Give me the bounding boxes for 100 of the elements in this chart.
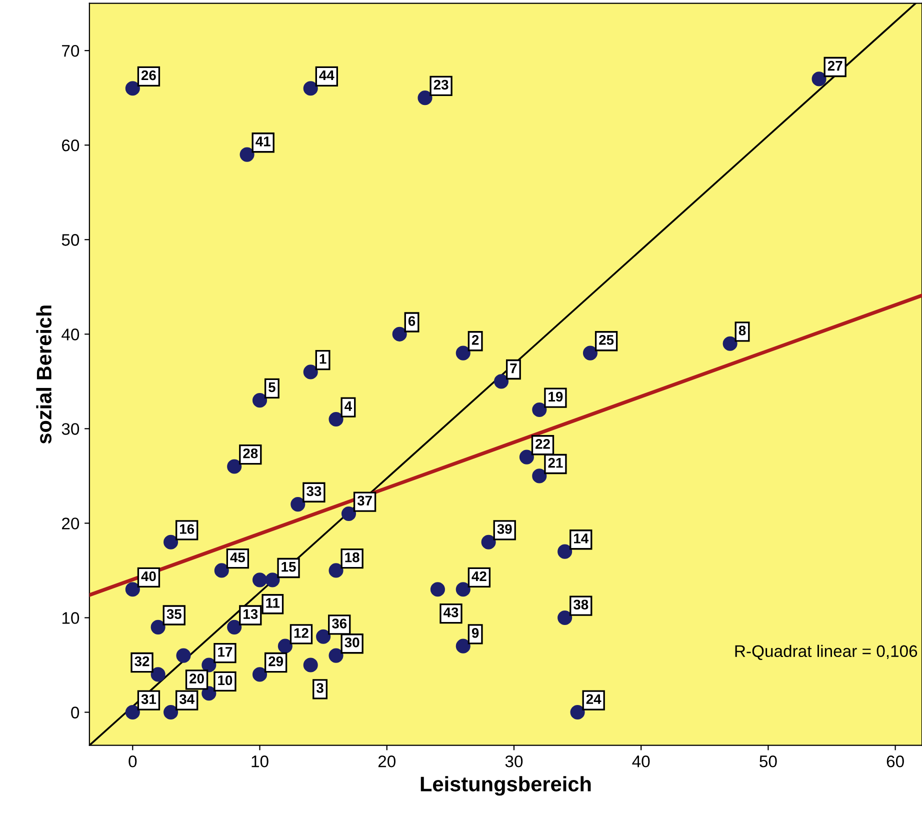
point <box>214 563 229 578</box>
y-tick-label: 30 <box>62 423 80 435</box>
point <box>265 572 280 588</box>
annotation: 45 <box>230 552 246 562</box>
point <box>125 582 140 597</box>
point <box>125 81 140 96</box>
point <box>456 582 470 597</box>
x-tick-label: 50 <box>760 756 777 768</box>
point <box>176 648 191 663</box>
point <box>303 364 318 380</box>
y-tick-label: 60 <box>62 140 80 152</box>
annotation: 35 <box>166 609 182 620</box>
annotation: 37 <box>357 496 372 506</box>
annotation: 12 <box>294 628 308 638</box>
annotation: 19 <box>548 392 563 402</box>
point <box>240 147 254 162</box>
point <box>150 620 166 634</box>
annotation: 7 <box>510 364 517 374</box>
y-tick-label: 50 <box>62 234 80 246</box>
annotation: 28 <box>243 448 258 458</box>
y-axis-title: sozial Bereich <box>36 306 52 444</box>
point <box>494 374 509 389</box>
point <box>227 459 242 474</box>
x-tick-label: 0 <box>128 756 137 768</box>
annotation: 8 <box>738 326 746 336</box>
x-tick-label: 20 <box>378 756 396 768</box>
point <box>227 620 242 634</box>
annotation: 20 <box>190 674 204 684</box>
point <box>582 346 598 360</box>
y-tick-label: 10 <box>62 612 80 624</box>
annotation: 40 <box>141 571 156 582</box>
point <box>570 704 585 720</box>
annotation: 44 <box>319 70 334 80</box>
annotation: 30 <box>344 638 360 648</box>
annotation: 15 <box>282 562 296 572</box>
point <box>722 336 738 351</box>
point <box>341 506 356 522</box>
point <box>164 534 178 550</box>
annotation: 4 <box>344 401 352 411</box>
point <box>125 704 140 720</box>
annotation: 32 <box>134 656 150 666</box>
x-tick-label: 30 <box>505 756 523 768</box>
annotation: 31 <box>141 694 156 704</box>
annotation: 41 <box>256 136 270 146</box>
annotation: 36 <box>332 618 347 628</box>
y-tick-label: 0 <box>71 706 80 718</box>
point <box>456 638 470 654</box>
point <box>303 81 318 96</box>
annotation: 18 <box>345 552 360 562</box>
annotation: 39 <box>497 524 512 534</box>
point <box>532 402 547 418</box>
point <box>456 346 470 360</box>
x-tick-label: 10 <box>252 756 268 768</box>
point <box>328 648 344 663</box>
point <box>290 497 306 512</box>
x-tick-label: 60 <box>886 756 904 768</box>
point <box>150 667 166 682</box>
point <box>252 393 268 408</box>
point <box>532 468 547 484</box>
annotation: 42 <box>472 571 486 582</box>
x-axis-title: Leistungsbereich <box>420 776 591 796</box>
point <box>316 629 331 644</box>
point <box>481 534 496 550</box>
point <box>418 90 432 106</box>
point <box>164 704 178 720</box>
y-tick-label: 70 <box>62 44 80 57</box>
annotation: 11 <box>266 598 280 608</box>
point <box>558 610 572 626</box>
annotation: 34 <box>179 694 194 704</box>
annotation: 25 <box>599 335 614 345</box>
point <box>202 658 216 672</box>
point <box>392 326 407 342</box>
annotation: 1 <box>320 354 326 364</box>
point <box>303 658 318 672</box>
annotation: 22 <box>536 439 550 449</box>
point <box>278 638 292 654</box>
annotation: 14 <box>574 534 589 544</box>
y-tick-label: 40 <box>62 328 80 340</box>
annotation: 6 <box>408 316 416 326</box>
point <box>328 412 344 427</box>
annotation: 5 <box>268 382 276 392</box>
point <box>252 572 268 588</box>
annotation: 24 <box>586 694 602 704</box>
annotation: 16 <box>180 524 194 534</box>
annotation: 3 <box>316 683 324 693</box>
x-tick-label: 40 <box>632 756 650 768</box>
annotation: 13 <box>244 609 258 620</box>
y-tick-label: 20 <box>62 518 80 530</box>
point <box>328 563 344 578</box>
annotation: 23 <box>434 80 448 90</box>
annotation: 38 <box>573 600 588 610</box>
annotation: 17 <box>218 647 232 657</box>
point <box>519 450 534 464</box>
annotation: 2 <box>472 335 479 345</box>
point <box>812 72 826 86</box>
annotation: R-Quadrat linear = 0,106 <box>735 644 918 660</box>
point <box>430 582 445 597</box>
annotation: 10 <box>218 675 232 686</box>
annotation: 26 <box>141 70 156 80</box>
annotation: 43 <box>443 607 458 618</box>
